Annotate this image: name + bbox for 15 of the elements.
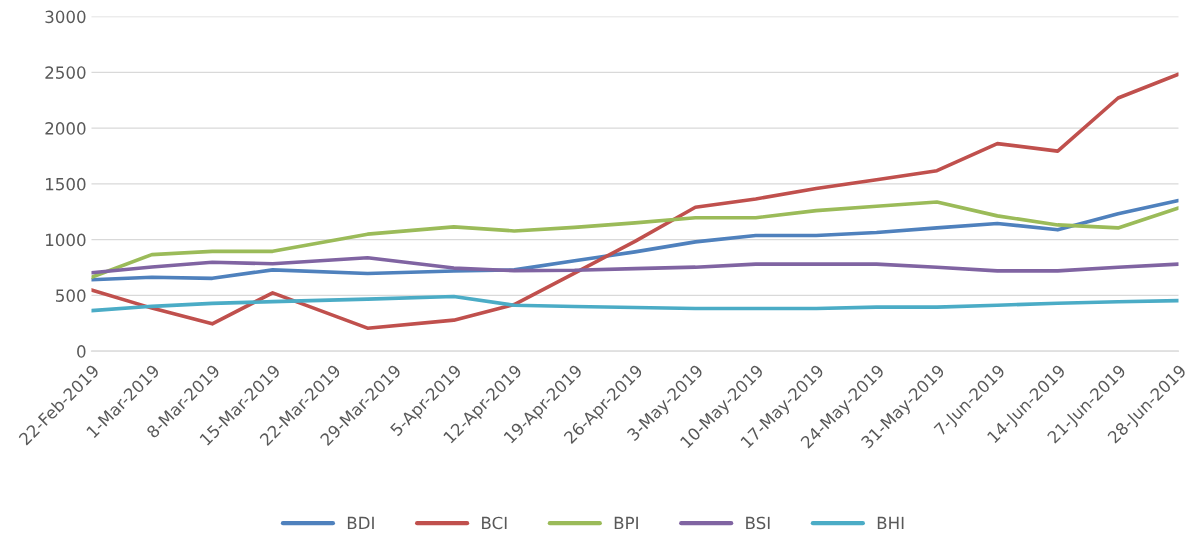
line-series [91, 294, 1179, 313]
y-tick-label: 500 [56, 289, 86, 302]
y-tick-label: 2000 [45, 122, 86, 135]
y-tick-label: 1000 [46, 233, 86, 247]
y-tick-label: 3000 [45, 10, 86, 24]
y-tick-label: 0 [77, 345, 86, 358]
line-series [91, 72, 1179, 330]
legend-label: BDI [347, 516, 374, 529]
y-tick-label: 1500 [46, 177, 86, 191]
legend-label: BCI [482, 516, 507, 530]
legend-label: BSI [746, 516, 770, 530]
line-series [91, 256, 1179, 275]
legend-label: BPI [614, 516, 638, 529]
y-tick-label: 2500 [45, 66, 86, 79]
legend-label: BHI [877, 516, 904, 529]
